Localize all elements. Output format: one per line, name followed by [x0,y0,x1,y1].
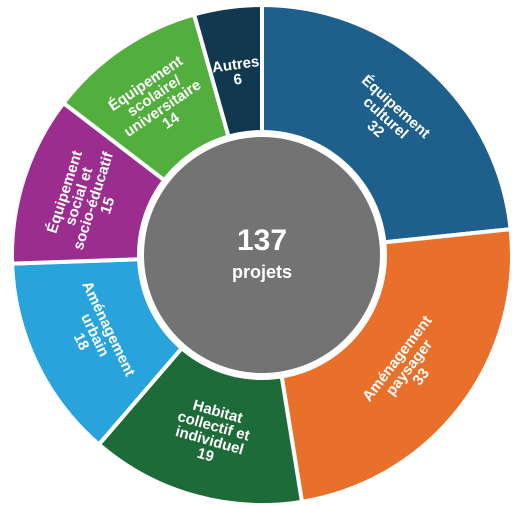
slice-value: 18 [70,331,93,353]
slice-value: 15 [97,195,118,216]
slice-value: 6 [232,71,243,89]
slice-label-autres: Autres6 [211,53,262,91]
slice-label-line: Autres [211,53,260,76]
center-unit: projets [232,262,292,282]
slice-label-habitat-collectif-et-individuel: Habitatcollectif etindividuel19 [167,394,255,474]
center-total: 137 [237,224,287,257]
slice-value: 33 [409,365,433,389]
center-hub [144,137,380,373]
slice-value: 19 [195,445,216,466]
